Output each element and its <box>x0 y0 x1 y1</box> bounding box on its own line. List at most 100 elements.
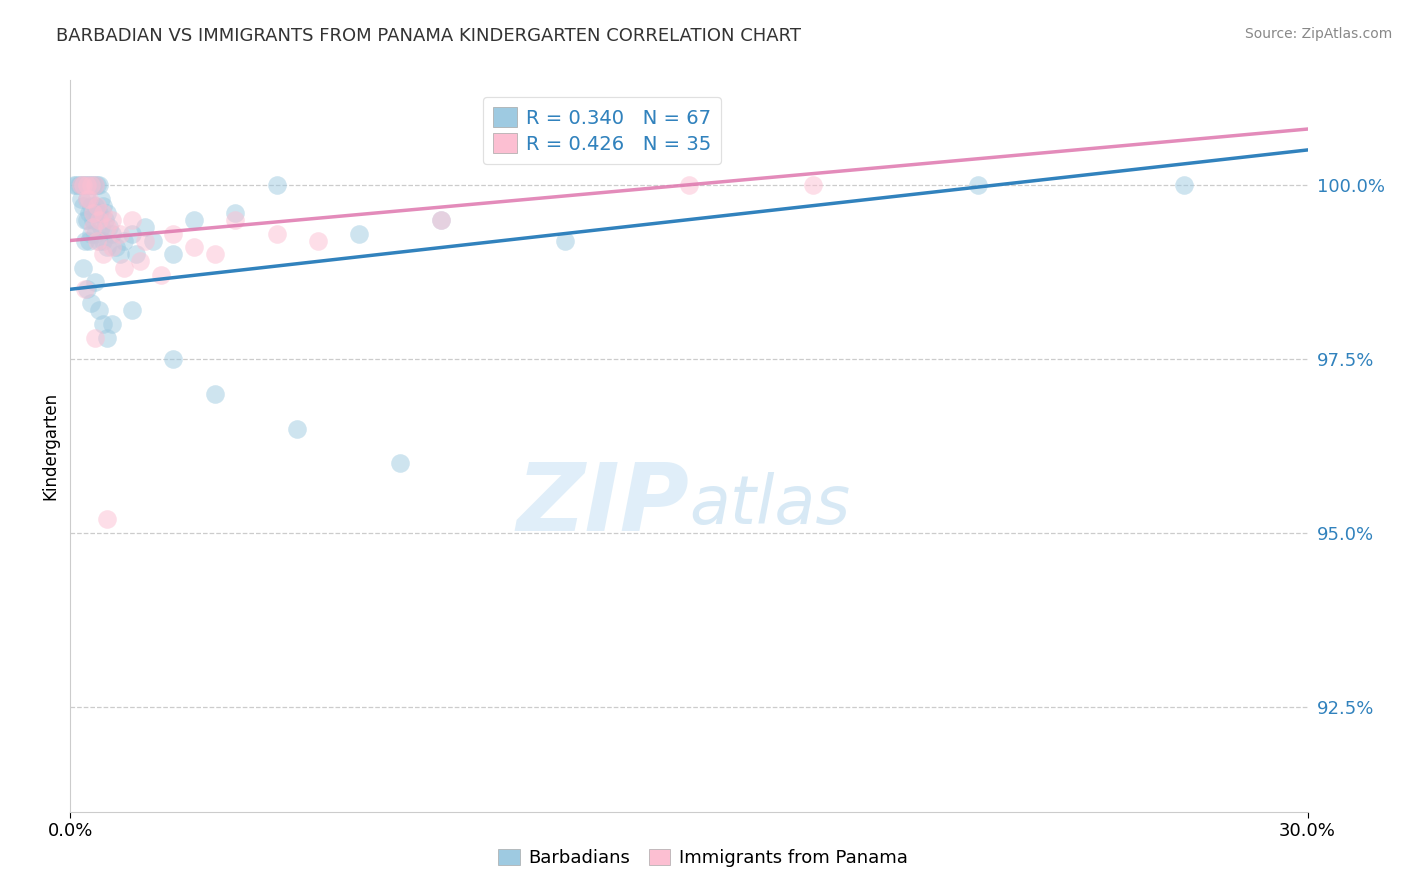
Point <box>554 234 576 248</box>
Point <box>89 178 111 192</box>
Point <box>76 282 98 296</box>
Point <box>82 212 104 227</box>
Text: Source: ZipAtlas.com: Source: ZipAtlas.com <box>1244 27 1392 41</box>
Point <box>108 227 131 241</box>
Point <box>80 178 103 192</box>
Point <box>121 227 143 241</box>
Point <box>80 178 103 192</box>
Point <box>77 192 100 206</box>
Point <box>84 227 107 241</box>
Point <box>77 205 100 219</box>
Point <box>84 199 107 213</box>
Point <box>86 199 108 213</box>
Point <box>1173 178 1195 192</box>
Point <box>389 457 412 471</box>
Point <box>108 247 131 261</box>
Point <box>76 178 98 192</box>
Point <box>72 178 94 192</box>
Point <box>91 247 114 261</box>
Point <box>134 219 156 234</box>
Point <box>72 199 94 213</box>
Point <box>266 227 288 241</box>
Point <box>96 219 118 234</box>
Point <box>100 227 122 241</box>
Point <box>86 178 108 192</box>
Point <box>80 227 103 241</box>
Point <box>72 178 94 192</box>
Point <box>89 212 111 227</box>
Point <box>90 219 112 234</box>
Point <box>76 192 98 206</box>
Point <box>121 212 143 227</box>
Point <box>347 227 370 241</box>
Point <box>76 178 98 192</box>
Legend: Barbadians, Immigrants from Panama: Barbadians, Immigrants from Panama <box>491 841 915 874</box>
Point <box>112 234 135 248</box>
Text: atlas: atlas <box>689 472 851 538</box>
Point <box>89 205 111 219</box>
Point <box>63 178 86 192</box>
Point <box>91 317 114 331</box>
Point <box>69 192 91 206</box>
Point <box>86 234 108 248</box>
Point <box>94 212 117 227</box>
Point <box>73 178 96 192</box>
Point <box>86 205 108 219</box>
Point <box>96 331 118 345</box>
Point <box>91 199 114 213</box>
Point <box>82 178 104 192</box>
Point <box>84 331 107 345</box>
Point <box>77 234 100 248</box>
Point <box>96 240 118 254</box>
Point <box>89 303 111 318</box>
Point <box>285 421 308 435</box>
Point <box>162 227 184 241</box>
Point <box>104 240 127 254</box>
Point <box>204 247 226 261</box>
Point <box>224 205 246 219</box>
Point <box>142 234 165 248</box>
Text: ZIP: ZIP <box>516 458 689 550</box>
Point <box>98 219 121 234</box>
Point <box>150 268 173 283</box>
Point <box>162 247 184 261</box>
Point <box>100 240 122 254</box>
Point <box>134 234 156 248</box>
Point <box>80 199 103 213</box>
Point <box>307 234 329 248</box>
Point <box>430 212 453 227</box>
Point <box>129 254 152 268</box>
Point <box>69 178 91 192</box>
Legend: R = 0.340   N = 67, R = 0.426   N = 35: R = 0.340 N = 67, R = 0.426 N = 35 <box>484 97 721 163</box>
Point <box>80 296 103 310</box>
Point <box>121 303 143 318</box>
Point <box>162 351 184 366</box>
Point <box>224 212 246 227</box>
Y-axis label: Kindergarten: Kindergarten <box>41 392 59 500</box>
Point <box>73 212 96 227</box>
Point <box>76 192 98 206</box>
Point <box>91 234 114 248</box>
Point <box>69 178 91 192</box>
Point <box>84 178 107 192</box>
Point <box>90 192 112 206</box>
Point <box>82 205 104 219</box>
Point <box>91 205 114 219</box>
Point <box>100 212 122 227</box>
Point <box>73 234 96 248</box>
Point <box>801 178 824 192</box>
Point <box>72 261 94 276</box>
Point <box>125 247 148 261</box>
Point <box>96 512 118 526</box>
Point <box>678 178 700 192</box>
Point <box>100 317 122 331</box>
Point <box>89 234 111 248</box>
Point <box>67 178 90 192</box>
Point <box>77 178 100 192</box>
Point <box>204 386 226 401</box>
Text: BARBADIAN VS IMMIGRANTS FROM PANAMA KINDERGARTEN CORRELATION CHART: BARBADIAN VS IMMIGRANTS FROM PANAMA KIND… <box>56 27 801 45</box>
Point <box>84 275 107 289</box>
Point <box>84 178 107 192</box>
Point <box>112 261 135 276</box>
Point <box>65 178 87 192</box>
